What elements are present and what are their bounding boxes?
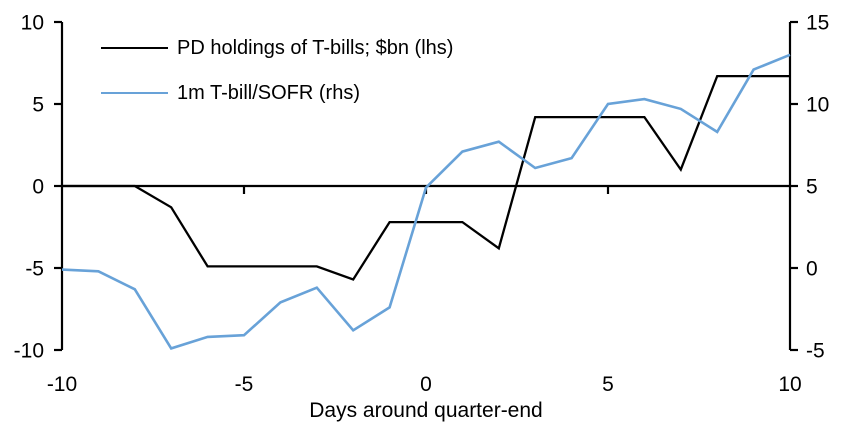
series-line-tbill-sofr (61, 53, 791, 350)
x-axis-tick-label: -5 (235, 373, 254, 396)
left-axis-tick-label: 0 (32, 175, 44, 198)
x-axis-tick-label: 5 (602, 373, 614, 396)
right-axis-tick-label: 15 (806, 11, 829, 34)
black-line-swatch (101, 47, 168, 49)
legend-item-tbill-sofr: 1m T-bill/SOFR (rhs) (101, 81, 453, 105)
left-axis-tick-label: -10 (14, 339, 44, 362)
x-axis-tick-label: -10 (47, 373, 77, 396)
x-axis-tick-label: 10 (778, 373, 801, 396)
right-axis-tick-label: 0 (806, 257, 818, 280)
legend-label-pd-holdings: PD holdings of T-bills; $bn (lhs) (177, 37, 454, 59)
left-axis-tick-label: 10 (21, 11, 44, 34)
series-line-pd-holdings (62, 74, 790, 281)
legend-label-tbill-sofr: 1m T-bill/SOFR (rhs) (177, 82, 360, 104)
legend: PD holdings of T-bills; $bn (lhs) 1m T-b… (101, 36, 453, 126)
x-axis-title: Days around quarter-end (309, 399, 543, 422)
blue-line-swatch (101, 92, 168, 94)
left-axis-tick-label: -5 (25, 257, 44, 280)
left-axis-tick-label: 5 (32, 93, 44, 116)
x-axis-tick-label: 0 (420, 373, 432, 396)
right-axis-tick-label: 5 (806, 175, 818, 198)
legend-item-pd-holdings: PD holdings of T-bills; $bn (lhs) (101, 36, 453, 60)
right-axis-tick-label: -5 (806, 339, 825, 362)
right-axis-tick-label: 10 (806, 93, 829, 116)
